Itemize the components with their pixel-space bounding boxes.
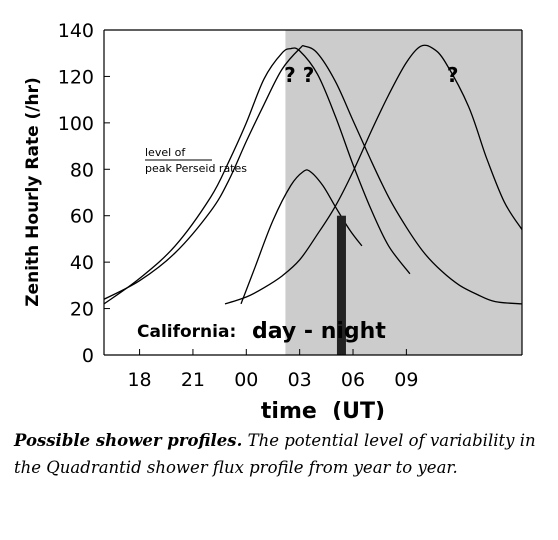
caption-text: The potential level of variability in th…	[14, 431, 536, 477]
question-mark: ?	[303, 63, 315, 87]
california-label: California:	[137, 322, 236, 342]
zhr-chart: 0 20 40 60 80 100 120 140 18 21 00 03 06 09 Zenith Ho…	[23, 20, 523, 420]
series-curve-d	[224, 44, 523, 305]
y-tick-label: 80	[70, 159, 94, 181]
caption-title: Possible shower profiles.	[14, 431, 243, 450]
y-axis-title: Zenith Hourly Rate (/hr)	[23, 77, 43, 307]
ticks-group: 0 20 40 60 80 100 120 140 18 21 00 03 06 09	[58, 20, 419, 391]
y-tick-label: 100	[58, 113, 94, 135]
y-tick-label: 40	[70, 252, 94, 274]
x-tick-label: 21	[181, 369, 205, 391]
figure-caption: Possible shower profiles. The potential …	[14, 427, 549, 481]
x-tick-label: 06	[341, 369, 365, 391]
peak-marker-bar	[336, 215, 346, 355]
question-marks-group: ???	[284, 63, 458, 87]
y-tick-label: 20	[70, 299, 94, 321]
curves-group	[103, 44, 523, 305]
day-night-label: day - night	[252, 319, 386, 344]
y-tick-label: 60	[70, 206, 94, 228]
y-tick-label: 140	[58, 20, 94, 42]
series-curve-b	[103, 45, 523, 305]
x-tick-label: 00	[234, 369, 258, 391]
night-shading	[285, 30, 522, 355]
perseid-label-line2: peak Perseid rates	[145, 162, 247, 175]
x-tick-label: 03	[288, 369, 312, 391]
series-curve-a	[103, 47, 411, 305]
x-tick-label: 09	[394, 369, 418, 391]
question-mark: ?	[284, 63, 296, 87]
y-tick-label: 120	[58, 66, 94, 88]
y-tick-label: 0	[82, 345, 94, 367]
x-axis-title: time (UT)	[261, 399, 385, 420]
x-tick-label: 18	[127, 369, 151, 391]
question-mark: ?	[447, 63, 459, 87]
perseid-label-line1: level of	[145, 146, 186, 159]
